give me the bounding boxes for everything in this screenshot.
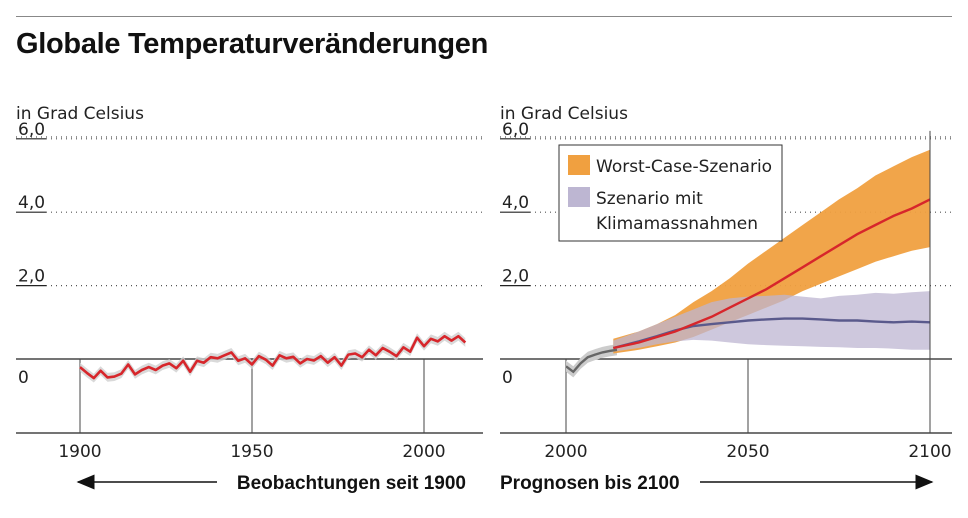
l-ytick-label-2: 4,0 <box>18 193 45 213</box>
r-ytick-label-3: 6,0 <box>502 120 529 140</box>
legend: Worst-Case-Szenario Szenario mit Klimama… <box>558 144 783 242</box>
r-ytick-label-1: 2,0 <box>502 267 529 287</box>
l-xtick-label-0: 1900 <box>58 442 101 462</box>
observations-caption: Beobachtungen seit 1900 <box>237 473 466 494</box>
l-xtick-label-1: 1950 <box>230 442 273 462</box>
observations-unit-label: in Grad Celsius <box>16 104 144 124</box>
worst-case-band <box>613 149 930 354</box>
worst-case-line <box>613 198 931 350</box>
page-title: Globale Temperaturveränderungen <box>16 28 489 60</box>
observations-line <box>79 334 467 380</box>
r-xtick-label-2: 2100 <box>908 442 951 462</box>
history-line <box>565 348 618 374</box>
r-ytick-label-0: 0 <box>502 368 513 388</box>
l-xtick-label-2: 2000 <box>402 442 445 462</box>
projections-caption: Prognosen bis 2100 <box>500 473 680 494</box>
legend-label-mitigation-line2: Klimamassnahmen <box>596 214 758 234</box>
legend-swatch-worst-case <box>568 155 590 175</box>
top-rule <box>16 16 952 17</box>
r-ytick-label-2: 4,0 <box>502 193 529 213</box>
projections-panel: in Grad Celsius 02,04,06,0 2000 2050 2100 … <box>500 104 952 494</box>
l-ytick-label-0: 0 <box>18 368 29 388</box>
observations-uncertainty-band <box>80 331 466 383</box>
legend-swatch-mitigation <box>568 187 590 207</box>
legend-box <box>558 144 783 242</box>
mitigation-band <box>613 291 930 352</box>
l-ytick-label-3: 6,0 <box>18 120 45 140</box>
projections-unit-label: in Grad Celsius <box>500 104 628 124</box>
legend-label-worst-case: Worst-Case-Szenario <box>596 157 772 177</box>
r-xtick-label-1: 2050 <box>726 442 769 462</box>
legend-label-mitigation-line1: Szenario mit <box>596 189 703 209</box>
observations-panel: in Grad Celsius 02,04,06,0 1900 1950 2000 … <box>16 104 483 494</box>
r-xtick-label-0: 2000 <box>544 442 587 462</box>
l-ytick-label-1: 2,0 <box>18 267 45 287</box>
